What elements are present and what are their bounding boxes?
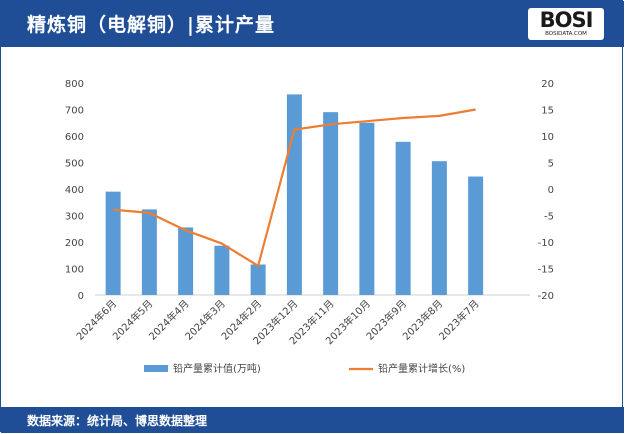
right-axis-tick-label: -15	[538, 265, 554, 276]
left-axis-tick-label: 400	[65, 185, 84, 196]
data-source: 数据来源：统计局、博思数据整理	[27, 414, 208, 428]
bar	[141, 209, 157, 295]
right-axis-tick-label: 20	[541, 79, 554, 90]
bar	[286, 94, 302, 295]
title-bar: 精炼铜（电解铜）|累计产量 BOSI BOSIDATA.COM	[1, 1, 624, 47]
source-bar: 数据来源：统计局、博思数据整理	[1, 407, 624, 433]
left-axis-tick-label: 100	[65, 265, 84, 276]
left-axis-tick-label: 300	[65, 212, 84, 223]
bar	[431, 161, 447, 295]
bosi-logo: BOSI BOSIDATA.COM	[528, 8, 604, 40]
right-axis-tick-label: -20	[538, 291, 554, 302]
logo-url: BOSIDATA.COM	[545, 31, 587, 37]
bar	[250, 264, 266, 295]
right-axis-tick-label: -10	[538, 238, 554, 249]
left-axis-tick-label: 700	[65, 106, 84, 117]
right-axis-tick-label: 0	[548, 185, 554, 196]
right-axis-tick-label: 10	[541, 132, 554, 143]
right-axis-tick-label: 15	[541, 106, 554, 117]
right-axis-tick-label: -5	[544, 212, 554, 223]
bar	[323, 112, 339, 296]
bar	[214, 245, 230, 295]
left-axis-tick-label: 500	[65, 159, 84, 170]
bar	[395, 141, 411, 295]
right-axis-tick-label: 5	[548, 159, 554, 170]
chart-title: 精炼铜（电解铜）|累计产量	[27, 14, 275, 36]
bar	[359, 122, 375, 295]
legend-swatch-bar	[144, 365, 168, 372]
left-axis-tick-label: 0	[78, 291, 84, 302]
logo-wordmark: BOSI	[539, 8, 594, 32]
left-axis-tick-label: 600	[65, 132, 84, 143]
left-axis-tick-label: 800	[65, 79, 84, 90]
bar	[468, 176, 484, 295]
legend-label-bar: 铅产量累计值(万吨)	[173, 362, 261, 375]
bar	[105, 191, 121, 295]
chart-area: 0 100 200 300 400 500 600 700 800 -20 -15 -10 -5 0 5 10…	[65, 79, 554, 375]
legend-label-line: 铅产量累计增长(%)	[378, 362, 465, 375]
bar	[178, 227, 194, 295]
left-axis-tick-label: 200	[65, 238, 84, 249]
